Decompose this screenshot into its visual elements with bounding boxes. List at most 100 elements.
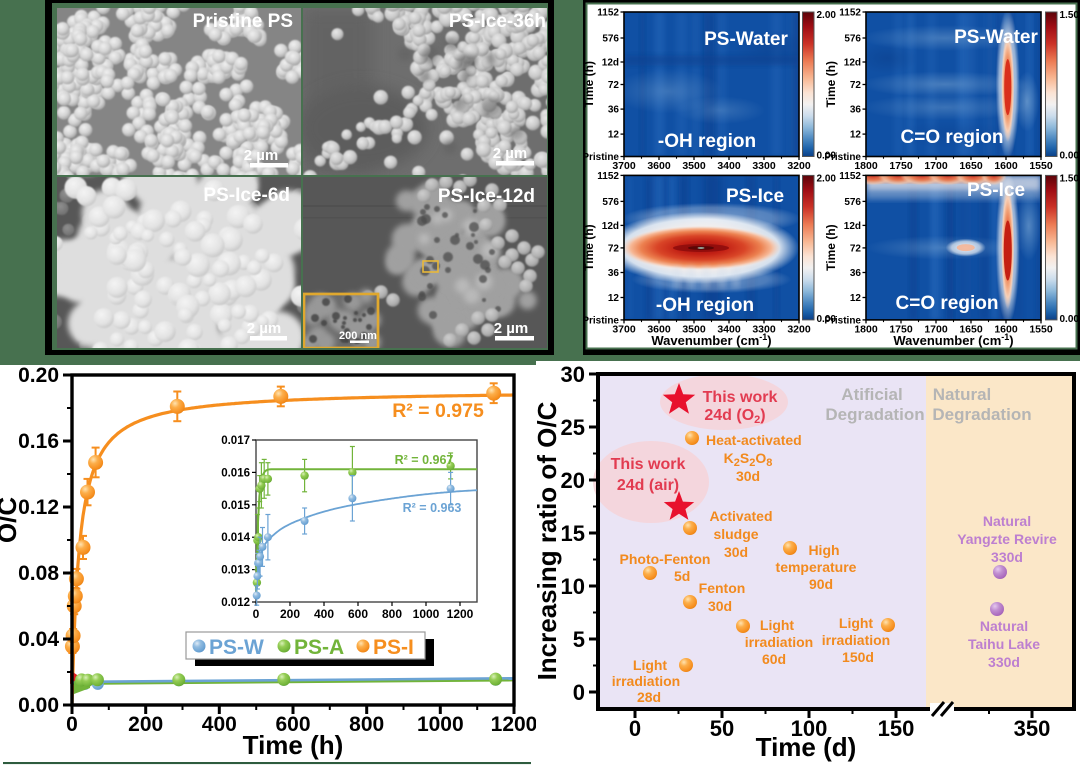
svg-text:3400: 3400	[717, 160, 741, 172]
svg-text:150: 150	[878, 716, 915, 741]
svg-text:36: 36	[850, 268, 862, 279]
svg-text:3300: 3300	[752, 160, 776, 172]
svg-text:30d: 30d	[708, 598, 732, 614]
svg-text:150d: 150d	[842, 649, 874, 665]
svg-text:Pristine PS: Pristine PS	[193, 11, 293, 32]
svg-text:Wavenumber (cm-1): Wavenumber (cm-1)	[651, 332, 771, 348]
svg-text:72: 72	[850, 243, 862, 254]
svg-text:Pristine: Pristine	[824, 152, 861, 163]
svg-text:3500: 3500	[682, 323, 706, 335]
svg-text:High: High	[808, 542, 839, 558]
svg-text:3600: 3600	[647, 323, 671, 335]
svg-text:3600: 3600	[647, 160, 671, 172]
svg-text:PS-Ice-12d: PS-Ice-12d	[438, 186, 535, 207]
svg-text:0.20: 0.20	[18, 364, 59, 387]
svg-text:28d: 28d	[637, 689, 661, 705]
svg-text:Natural: Natural	[933, 385, 992, 404]
svg-text:10: 10	[561, 574, 585, 599]
svg-text:1000: 1000	[417, 713, 464, 736]
svg-text:12: 12	[850, 293, 862, 304]
svg-text:2 µm: 2 µm	[494, 320, 529, 337]
svg-text:PS-Water: PS-Water	[954, 27, 1038, 48]
svg-text:1700: 1700	[924, 160, 948, 172]
svg-text:This work: This work	[611, 456, 686, 473]
svg-text:1152: 1152	[839, 8, 861, 19]
svg-text:Pristine: Pristine	[824, 315, 861, 326]
svg-text:3300: 3300	[752, 323, 776, 335]
svg-text:-OH region: -OH region	[656, 295, 754, 316]
svg-text:irradiation: irradiation	[822, 632, 890, 648]
svg-text:PS-Ice-6d: PS-Ice-6d	[203, 185, 290, 206]
svg-text:12d: 12d	[844, 58, 861, 69]
svg-text:30d: 30d	[736, 468, 760, 484]
svg-text:1152: 1152	[839, 171, 861, 182]
svg-text:200: 200	[128, 713, 163, 736]
svg-text:1750: 1750	[889, 160, 913, 172]
svg-text:800: 800	[349, 713, 384, 736]
svg-text:Time (h): Time (h)	[582, 61, 596, 107]
svg-text:C=O region: C=O region	[901, 127, 1004, 148]
svg-text:200 nm: 200 nm	[339, 330, 377, 342]
svg-text:330d: 330d	[988, 654, 1020, 670]
svg-text:3700: 3700	[612, 323, 636, 335]
svg-text:Natural: Natural	[983, 513, 1031, 529]
svg-text:0: 0	[253, 607, 260, 621]
svg-text:PS-Ice-36h: PS-Ice-36h	[449, 11, 546, 32]
svg-text:400: 400	[314, 607, 334, 621]
svg-text:3700: 3700	[612, 160, 636, 172]
svg-text:Time (h): Time (h)	[824, 61, 838, 107]
svg-text:0.00: 0.00	[1060, 314, 1080, 325]
svg-text:1152: 1152	[597, 171, 619, 182]
svg-text:sludge: sludge	[713, 526, 758, 542]
svg-text:Time (d): Time (d)	[756, 732, 857, 762]
svg-text:0.00: 0.00	[18, 694, 59, 717]
svg-text:0.016: 0.016	[221, 467, 250, 479]
svg-text:2 µm: 2 µm	[247, 320, 282, 337]
svg-text:15: 15	[561, 521, 585, 546]
svg-text:400: 400	[202, 713, 237, 736]
svg-text:36: 36	[608, 268, 620, 279]
svg-text:3400: 3400	[717, 323, 741, 335]
svg-text:24d (air): 24d (air)	[617, 477, 679, 494]
svg-text:576: 576	[602, 34, 619, 45]
svg-text:1000: 1000	[413, 607, 440, 621]
svg-text:Atificial: Atificial	[841, 385, 902, 404]
svg-text:Yangzte Revire: Yangzte Revire	[957, 531, 1057, 547]
svg-text:-OH region: -OH region	[658, 131, 756, 152]
svg-text:Pristine: Pristine	[582, 152, 619, 163]
svg-text:3500: 3500	[682, 160, 706, 172]
svg-text:irradiation: irradiation	[745, 634, 813, 650]
svg-text:0.013: 0.013	[221, 565, 250, 577]
svg-text:PS-A: PS-A	[294, 636, 344, 659]
svg-text:200: 200	[280, 607, 300, 621]
svg-text:1800: 1800	[854, 323, 878, 335]
svg-text:0.00: 0.00	[1060, 151, 1080, 162]
svg-text:72: 72	[608, 80, 620, 91]
svg-text:25: 25	[561, 415, 585, 440]
svg-text:2 µm: 2 µm	[244, 147, 279, 164]
svg-text:30d: 30d	[724, 544, 748, 560]
svg-text:Light: Light	[760, 617, 795, 633]
svg-text:2 µm: 2 µm	[493, 145, 528, 162]
svg-text:0: 0	[629, 716, 641, 741]
svg-text:1800: 1800	[854, 160, 878, 172]
svg-text:PS-W: PS-W	[209, 636, 264, 659]
svg-text:2.00: 2.00	[817, 173, 837, 184]
svg-text:576: 576	[844, 197, 861, 208]
svg-text:Taihu Lake: Taihu Lake	[968, 636, 1040, 652]
svg-text:Wavenumber (cm-1): Wavenumber (cm-1)	[893, 332, 1013, 348]
svg-text:temperature: temperature	[776, 559, 857, 575]
svg-text:Increasing ratio of O/C: Increasing ratio of O/C	[532, 401, 562, 680]
svg-text:1200: 1200	[447, 607, 474, 621]
svg-text:0: 0	[66, 713, 78, 736]
svg-text:24d (O2): 24d (O2)	[704, 407, 765, 426]
svg-text:90d: 90d	[809, 576, 833, 592]
svg-text:72: 72	[608, 243, 620, 254]
svg-text:R² = 0.963: R² = 0.963	[403, 501, 462, 515]
svg-text:1550: 1550	[1029, 323, 1053, 335]
svg-text:C=O region: C=O region	[896, 293, 999, 314]
svg-text:3200: 3200	[787, 323, 811, 335]
svg-text:20: 20	[561, 468, 585, 493]
svg-text:0.012: 0.012	[221, 597, 250, 609]
svg-text:1.50: 1.50	[1060, 10, 1080, 21]
